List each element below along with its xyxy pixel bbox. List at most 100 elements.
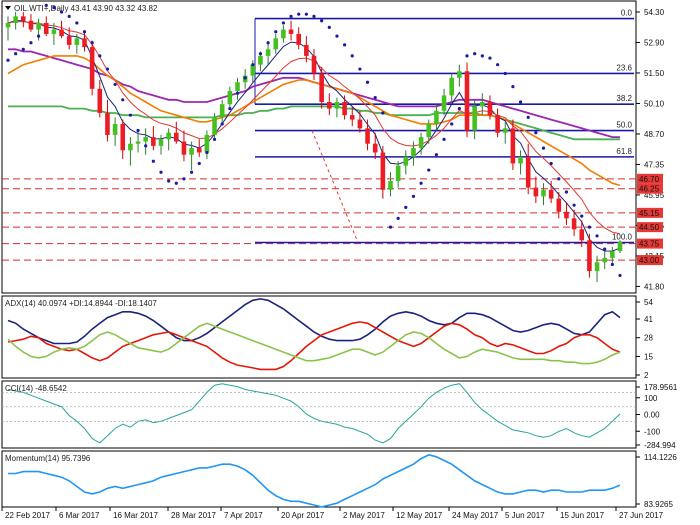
level-tag-label: 44.50 (639, 223, 660, 232)
y-tick-label: 178.9561 (644, 383, 678, 392)
x-tick-label: 2 May 2017 (343, 511, 385, 520)
candle-body (296, 33, 301, 45)
parabolic-sar-dot (587, 225, 592, 229)
parabolic-sar-dot (289, 14, 293, 18)
parabolic-sar-dot (136, 128, 140, 133)
panel-frame-0 (1, 0, 637, 294)
parabolic-sar-dot (580, 214, 584, 218)
parabolic-sar-dot (281, 21, 285, 25)
parabolic-sar-dot (212, 137, 217, 141)
x-tick-label: 20 Apr 2017 (281, 511, 325, 520)
parabolic-sar-dot (75, 21, 79, 25)
parabolic-sar-dot (518, 100, 523, 104)
parabolic-sar-dot (396, 216, 400, 220)
parabolic-sar-dot (343, 43, 347, 47)
dropdown-arrow-icon (5, 6, 11, 10)
parabolic-sar-dot (480, 54, 484, 58)
parabolic-sar-dot (167, 179, 171, 183)
parabolic-sar-dot (121, 98, 125, 102)
chart-header: OIL.WTI+,Daily 43.41 43.90 43.32 43.82 (14, 4, 158, 13)
y-tick-label: -100 (644, 427, 661, 436)
x-tick-label: 6 Mar 2017 (59, 511, 100, 520)
candle-body (388, 181, 393, 190)
candle-body (250, 64, 256, 76)
candle-body (66, 36, 72, 45)
parabolic-sar-dot (274, 30, 278, 34)
candle-body (349, 115, 355, 120)
candle-body (265, 49, 271, 56)
parabolic-sar-dot (197, 161, 201, 166)
candle-body (5, 22, 11, 28)
parabolic-sar-dot (6, 58, 10, 62)
level-tag (637, 222, 663, 233)
parabolic-sar-dot (312, 14, 316, 18)
x-tick-label: 16 Mar 2017 (113, 511, 158, 520)
candle-body (602, 257, 607, 263)
parabolic-sar-dot (442, 137, 446, 141)
y-tick-label: 2 (644, 371, 649, 380)
candle-body (166, 132, 171, 140)
parabolic-sar-dot (450, 122, 454, 126)
parabolic-sar-dot (381, 111, 385, 115)
parabolic-sar-dot (174, 181, 178, 185)
candle-body (533, 187, 539, 197)
candle-body (82, 38, 87, 48)
parabolic-sar-dot (434, 153, 438, 157)
candle-body (43, 22, 49, 34)
parabolic-sar-dot (258, 52, 263, 56)
candle-body (495, 115, 500, 133)
parabolic-sar-dot (98, 54, 102, 58)
fibonacci-level-label: 50.0 (616, 121, 632, 130)
level-tag (637, 207, 663, 218)
parabolic-sar-dot (128, 113, 132, 117)
level-tag (637, 238, 663, 249)
parabolic-sar-dot (358, 67, 362, 71)
parabolic-sar-dot (503, 71, 507, 76)
candle-body (21, 16, 26, 21)
y-tick-label: 28 (644, 334, 653, 343)
level-tag-label: 46.25 (639, 185, 660, 194)
parabolic-sar-dot (320, 19, 324, 23)
candle-body (74, 38, 80, 45)
parabolic-sar-dot (465, 54, 469, 58)
parabolic-sar-dot (595, 234, 599, 238)
sma-green-line (8, 105, 620, 141)
parabolic-sar-dot (59, 10, 64, 14)
parabolic-sar-dot (67, 14, 71, 18)
y-tick-label: 100 (644, 394, 658, 403)
fibonacci-trend-line (311, 130, 359, 243)
parabolic-sar-dot (488, 56, 492, 60)
parabolic-sar-dot (526, 115, 530, 119)
candle-body (258, 55, 263, 65)
candle-body (334, 101, 340, 109)
candle-body (365, 128, 370, 144)
parabolic-sar-dot (52, 5, 56, 10)
candle-body (357, 119, 363, 129)
y-tick-label: 41 (644, 315, 653, 324)
parabolic-sar-dot (603, 247, 607, 251)
candle-body (181, 141, 187, 155)
parabolic-sar-dot (205, 150, 209, 155)
parabolic-sar-dot (144, 144, 148, 148)
adx-di-line (7, 322, 621, 365)
candle-body (480, 101, 485, 107)
candle-body (227, 91, 233, 105)
candle-body (327, 101, 332, 109)
y-tick-label: 47.35 (644, 160, 665, 169)
cci-header: CCI(14) -48.6542 (5, 384, 67, 393)
parabolic-sar-dot (541, 146, 546, 150)
candle-body (472, 106, 477, 131)
parabolic-sar-dot (251, 63, 255, 67)
candle-body (487, 101, 493, 116)
candle-body (97, 88, 103, 113)
candle-body (380, 152, 386, 190)
candle-body (143, 137, 148, 142)
parabolic-sar-dot (151, 159, 155, 163)
parabolic-sar-dot (220, 122, 224, 126)
x-tick-label: 22 Feb 2017 (5, 511, 50, 520)
parabolic-sar-dot (44, 3, 48, 7)
candle-body (311, 55, 317, 74)
candle-body (564, 211, 569, 219)
candle-body (51, 29, 57, 34)
